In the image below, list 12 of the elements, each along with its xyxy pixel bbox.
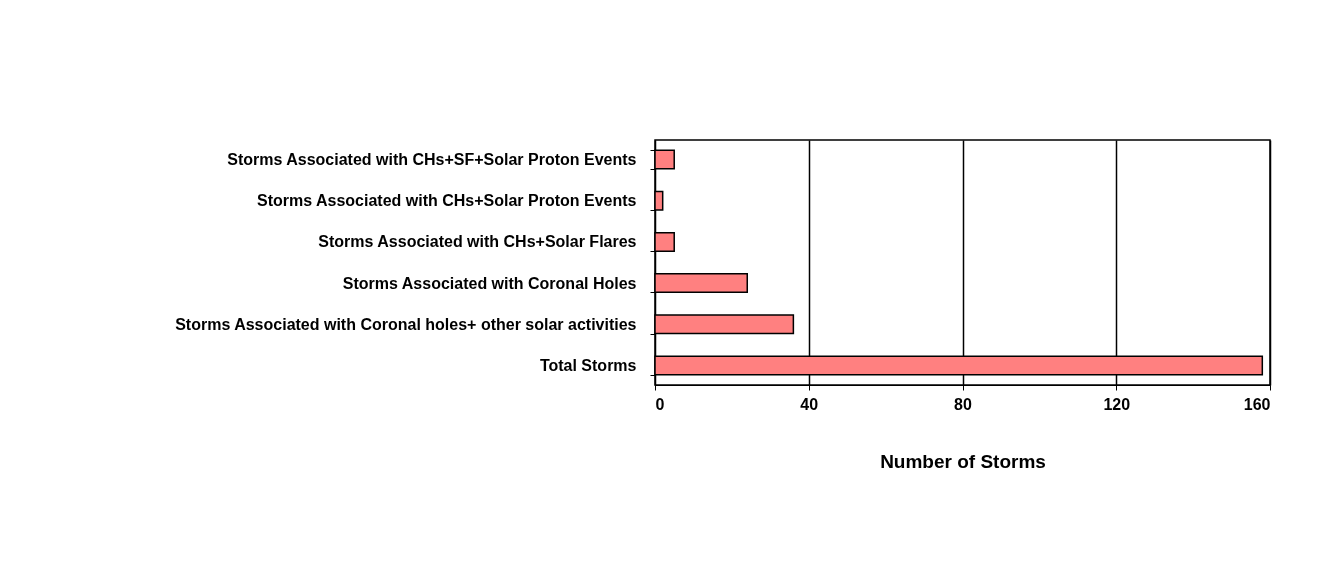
y-tick-label: Storms Associated with Coronal Holes [342, 274, 637, 292]
y-tick-label: Total Storms [539, 356, 637, 374]
y-tick-label: Storms Associated with Coronal holes+ other solar activities [175, 315, 637, 333]
x-tick-label: 160 [1243, 395, 1271, 413]
x-tick-label: 120 [1103, 395, 1131, 413]
x-tick-label: 80 [954, 395, 972, 413]
y-tick-label: Storms Associated with CHs+SF+Solar Proton Events [227, 151, 637, 169]
y-tick-label: Storms Associated with CHs+Solar Proton Events [257, 192, 637, 210]
x-tick-label: 0 [655, 395, 665, 413]
y-tick-label: Storms Associated with CHs+Solar Flares [318, 233, 637, 251]
x-tick-label: 40 [800, 395, 819, 413]
x-axis-title: Number of Storms [880, 450, 1046, 472]
